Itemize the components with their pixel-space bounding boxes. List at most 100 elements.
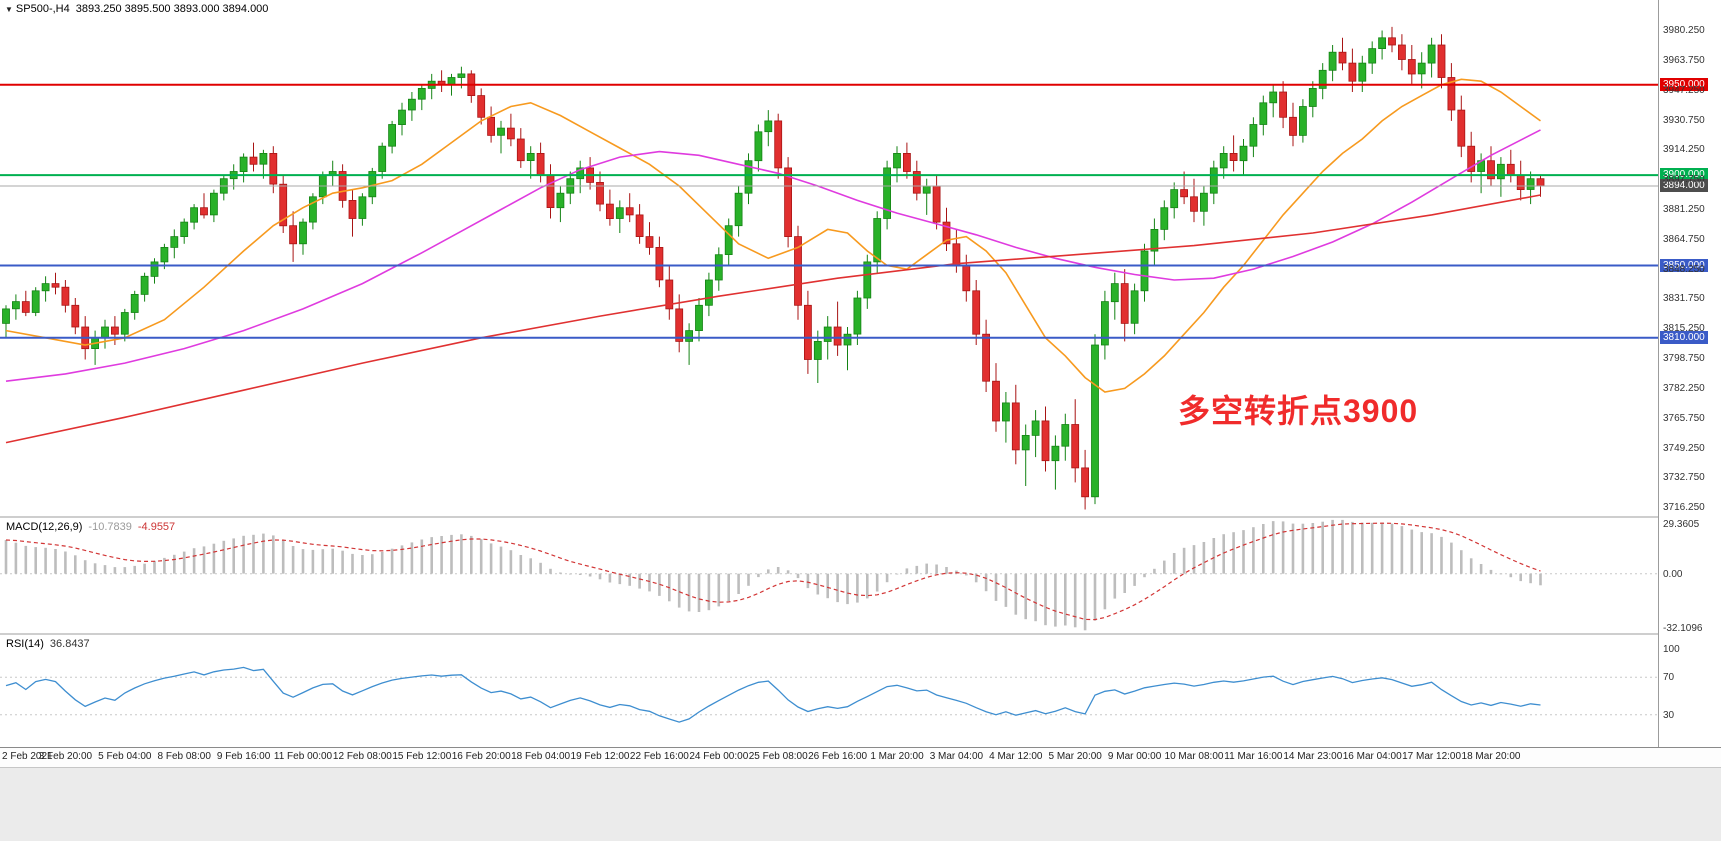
candle-up — [239, 156, 248, 173]
macd-hist-bar — [351, 553, 354, 574]
macd-hist-bar — [1301, 523, 1305, 574]
candle-up — [1209, 167, 1218, 194]
candle-up — [160, 246, 169, 263]
macd-hist-bar — [380, 551, 384, 574]
macd-hist-bar — [1153, 568, 1156, 574]
macd-hist-bar — [34, 547, 37, 574]
macd-hist-bar — [1192, 545, 1196, 574]
macd-hist-bar — [64, 551, 67, 574]
macd-hist-bar — [1133, 573, 1136, 586]
macd-hist-bar — [470, 535, 473, 574]
candle-up — [1130, 290, 1139, 324]
macd-axis-label: 29.3605 — [1663, 519, 1700, 530]
macd-hist-bar — [628, 573, 631, 586]
macd-hist-bar — [618, 573, 622, 585]
macd-hist-bar — [519, 555, 523, 574]
collapse-triangle-icon[interactable]: ▼ — [5, 5, 13, 14]
time-axis-label: 24 Feb 00:00 — [689, 751, 749, 762]
time-axis[interactable]: 2 Feb 2021 3 Feb 20:00 5 Feb 04:00 8 Feb 08… — [0, 747, 1721, 767]
candle-up — [497, 127, 505, 136]
candle-up — [1318, 69, 1327, 89]
time-axis-label: 1 Mar 20:00 — [870, 751, 924, 762]
macd-hist-bar — [1083, 573, 1087, 631]
candle-up — [378, 145, 387, 172]
macd-hist-bar — [1390, 523, 1394, 574]
candle-up — [922, 185, 931, 194]
macd-hist-bar — [1163, 560, 1166, 574]
macd-hist-bar — [836, 573, 839, 603]
macd-hist-bar — [539, 562, 542, 574]
candle-up — [556, 192, 565, 209]
candle-up — [398, 109, 406, 125]
candle-down — [279, 183, 288, 227]
chart-annotation-text: 多空转折点3900 — [1178, 393, 1419, 429]
macd-hist-bar — [1460, 550, 1463, 574]
macd-hist-bar — [915, 565, 919, 574]
macd-hist-bar — [925, 563, 928, 574]
macd-hist-bar — [1271, 521, 1275, 574]
time-axis-label: 9 Feb 16:00 — [216, 751, 271, 762]
macd-hist-bar — [875, 573, 879, 592]
macd-hist-bar — [272, 535, 275, 574]
candle-down — [1279, 91, 1287, 118]
rsi-axis-label: 70 — [1663, 672, 1675, 684]
candle-down — [635, 214, 644, 237]
macd-hist-bar — [648, 573, 651, 592]
price-axis-label: 3864.750 — [1663, 233, 1705, 245]
macd-hist-bar — [440, 536, 443, 574]
candle-up — [1378, 37, 1386, 49]
macd-hist-bar — [767, 569, 770, 574]
price-axis[interactable]: 3950.000 3900.000 3894.000 3850.000 3810.000… — [1658, 0, 1721, 767]
candle-down — [1437, 44, 1446, 78]
candle-up — [1150, 228, 1159, 252]
candle-up — [1110, 283, 1119, 303]
candle-up — [417, 88, 426, 100]
candle-down — [1447, 77, 1456, 111]
candle-down — [1190, 196, 1198, 212]
macd-hist-bar — [1311, 523, 1315, 574]
macd-hist-bar — [1024, 573, 1027, 620]
macd-hist-bar — [1281, 521, 1285, 574]
macd-hist-bar — [1291, 523, 1295, 574]
candle-up — [764, 120, 773, 133]
macd-hist-bar — [974, 573, 978, 583]
candle-down — [784, 167, 792, 237]
macd-hist-bar — [1400, 526, 1404, 574]
candle-up — [457, 73, 466, 78]
macd-hist-bar — [1222, 534, 1225, 574]
candle-down — [655, 246, 664, 281]
macd-hist-bar — [74, 555, 77, 574]
macd-signal-value: -4.9557 — [137, 521, 176, 533]
macd-hist-bar — [252, 534, 255, 574]
macd-hist-bar — [1093, 573, 1097, 621]
candle-up — [1091, 344, 1099, 498]
macd-hist-bar — [361, 555, 364, 574]
macd-hist-bar — [1014, 573, 1018, 615]
candle-up — [1249, 124, 1258, 147]
candle-up — [180, 221, 189, 238]
macd-hist-bar — [460, 534, 463, 574]
macd-hist-bar — [321, 549, 325, 574]
macd-signal-line — [5, 522, 1541, 621]
time-axis-label: 19 Feb 12:00 — [570, 751, 630, 762]
candle-up — [1328, 51, 1337, 71]
candle-down — [804, 304, 812, 360]
candle-down — [962, 265, 971, 292]
price-axis-label: 3947.250 — [1663, 84, 1705, 96]
candle-up — [101, 326, 109, 339]
time-axis-label: 10 Mar 08:00 — [1164, 751, 1224, 762]
candle-up — [1051, 445, 1060, 462]
macd-hist-bar — [202, 546, 206, 574]
candle-down — [1081, 467, 1089, 498]
candle-down — [1041, 420, 1050, 462]
price-level-badge: 3810.000 — [1660, 330, 1708, 344]
candle-up — [130, 293, 139, 313]
candle-down — [516, 138, 525, 162]
candle-up — [893, 152, 901, 169]
candle-up — [1200, 192, 1208, 212]
macd-hist-bar — [212, 543, 216, 574]
macd-hist-bar — [1123, 573, 1126, 593]
candle-up — [447, 77, 456, 86]
candle-up — [308, 196, 317, 223]
